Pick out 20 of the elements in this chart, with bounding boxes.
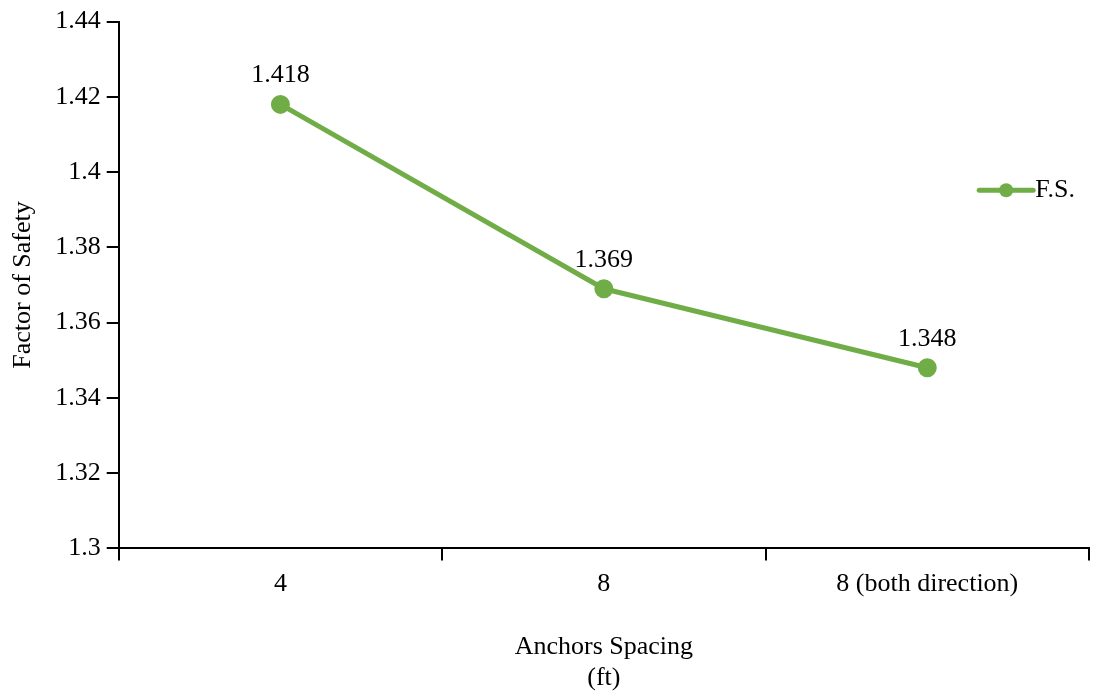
y-tick-label: 1.32 <box>55 456 101 486</box>
x-axis-title: Anchors Spacing (ft) <box>514 631 694 692</box>
y-tick-label: 1.42 <box>55 80 101 110</box>
point <box>594 279 614 299</box>
x-tick-label: 8 (both direction) <box>836 567 1019 597</box>
y-tick-label: 1.4 <box>68 155 101 185</box>
legend-label: F.S. <box>1035 174 1076 203</box>
y-axis-title: Factor of Safety <box>7 201 37 369</box>
x-tick-label: 4 <box>273 567 287 597</box>
y-tick-label: 1.36 <box>55 306 101 336</box>
point <box>270 94 290 114</box>
data-label: 1.418 <box>251 59 310 89</box>
point <box>917 358 937 378</box>
x-tick-label: 8 <box>597 567 611 597</box>
y-tick-label: 1.3 <box>68 532 101 562</box>
y-tick-label: 1.44 <box>55 5 101 35</box>
y-tick-label: 1.38 <box>55 231 101 261</box>
y-tick-label: 1.34 <box>55 381 101 411</box>
data-label: 1.348 <box>898 322 957 352</box>
data-label: 1.369 <box>574 243 634 273</box>
